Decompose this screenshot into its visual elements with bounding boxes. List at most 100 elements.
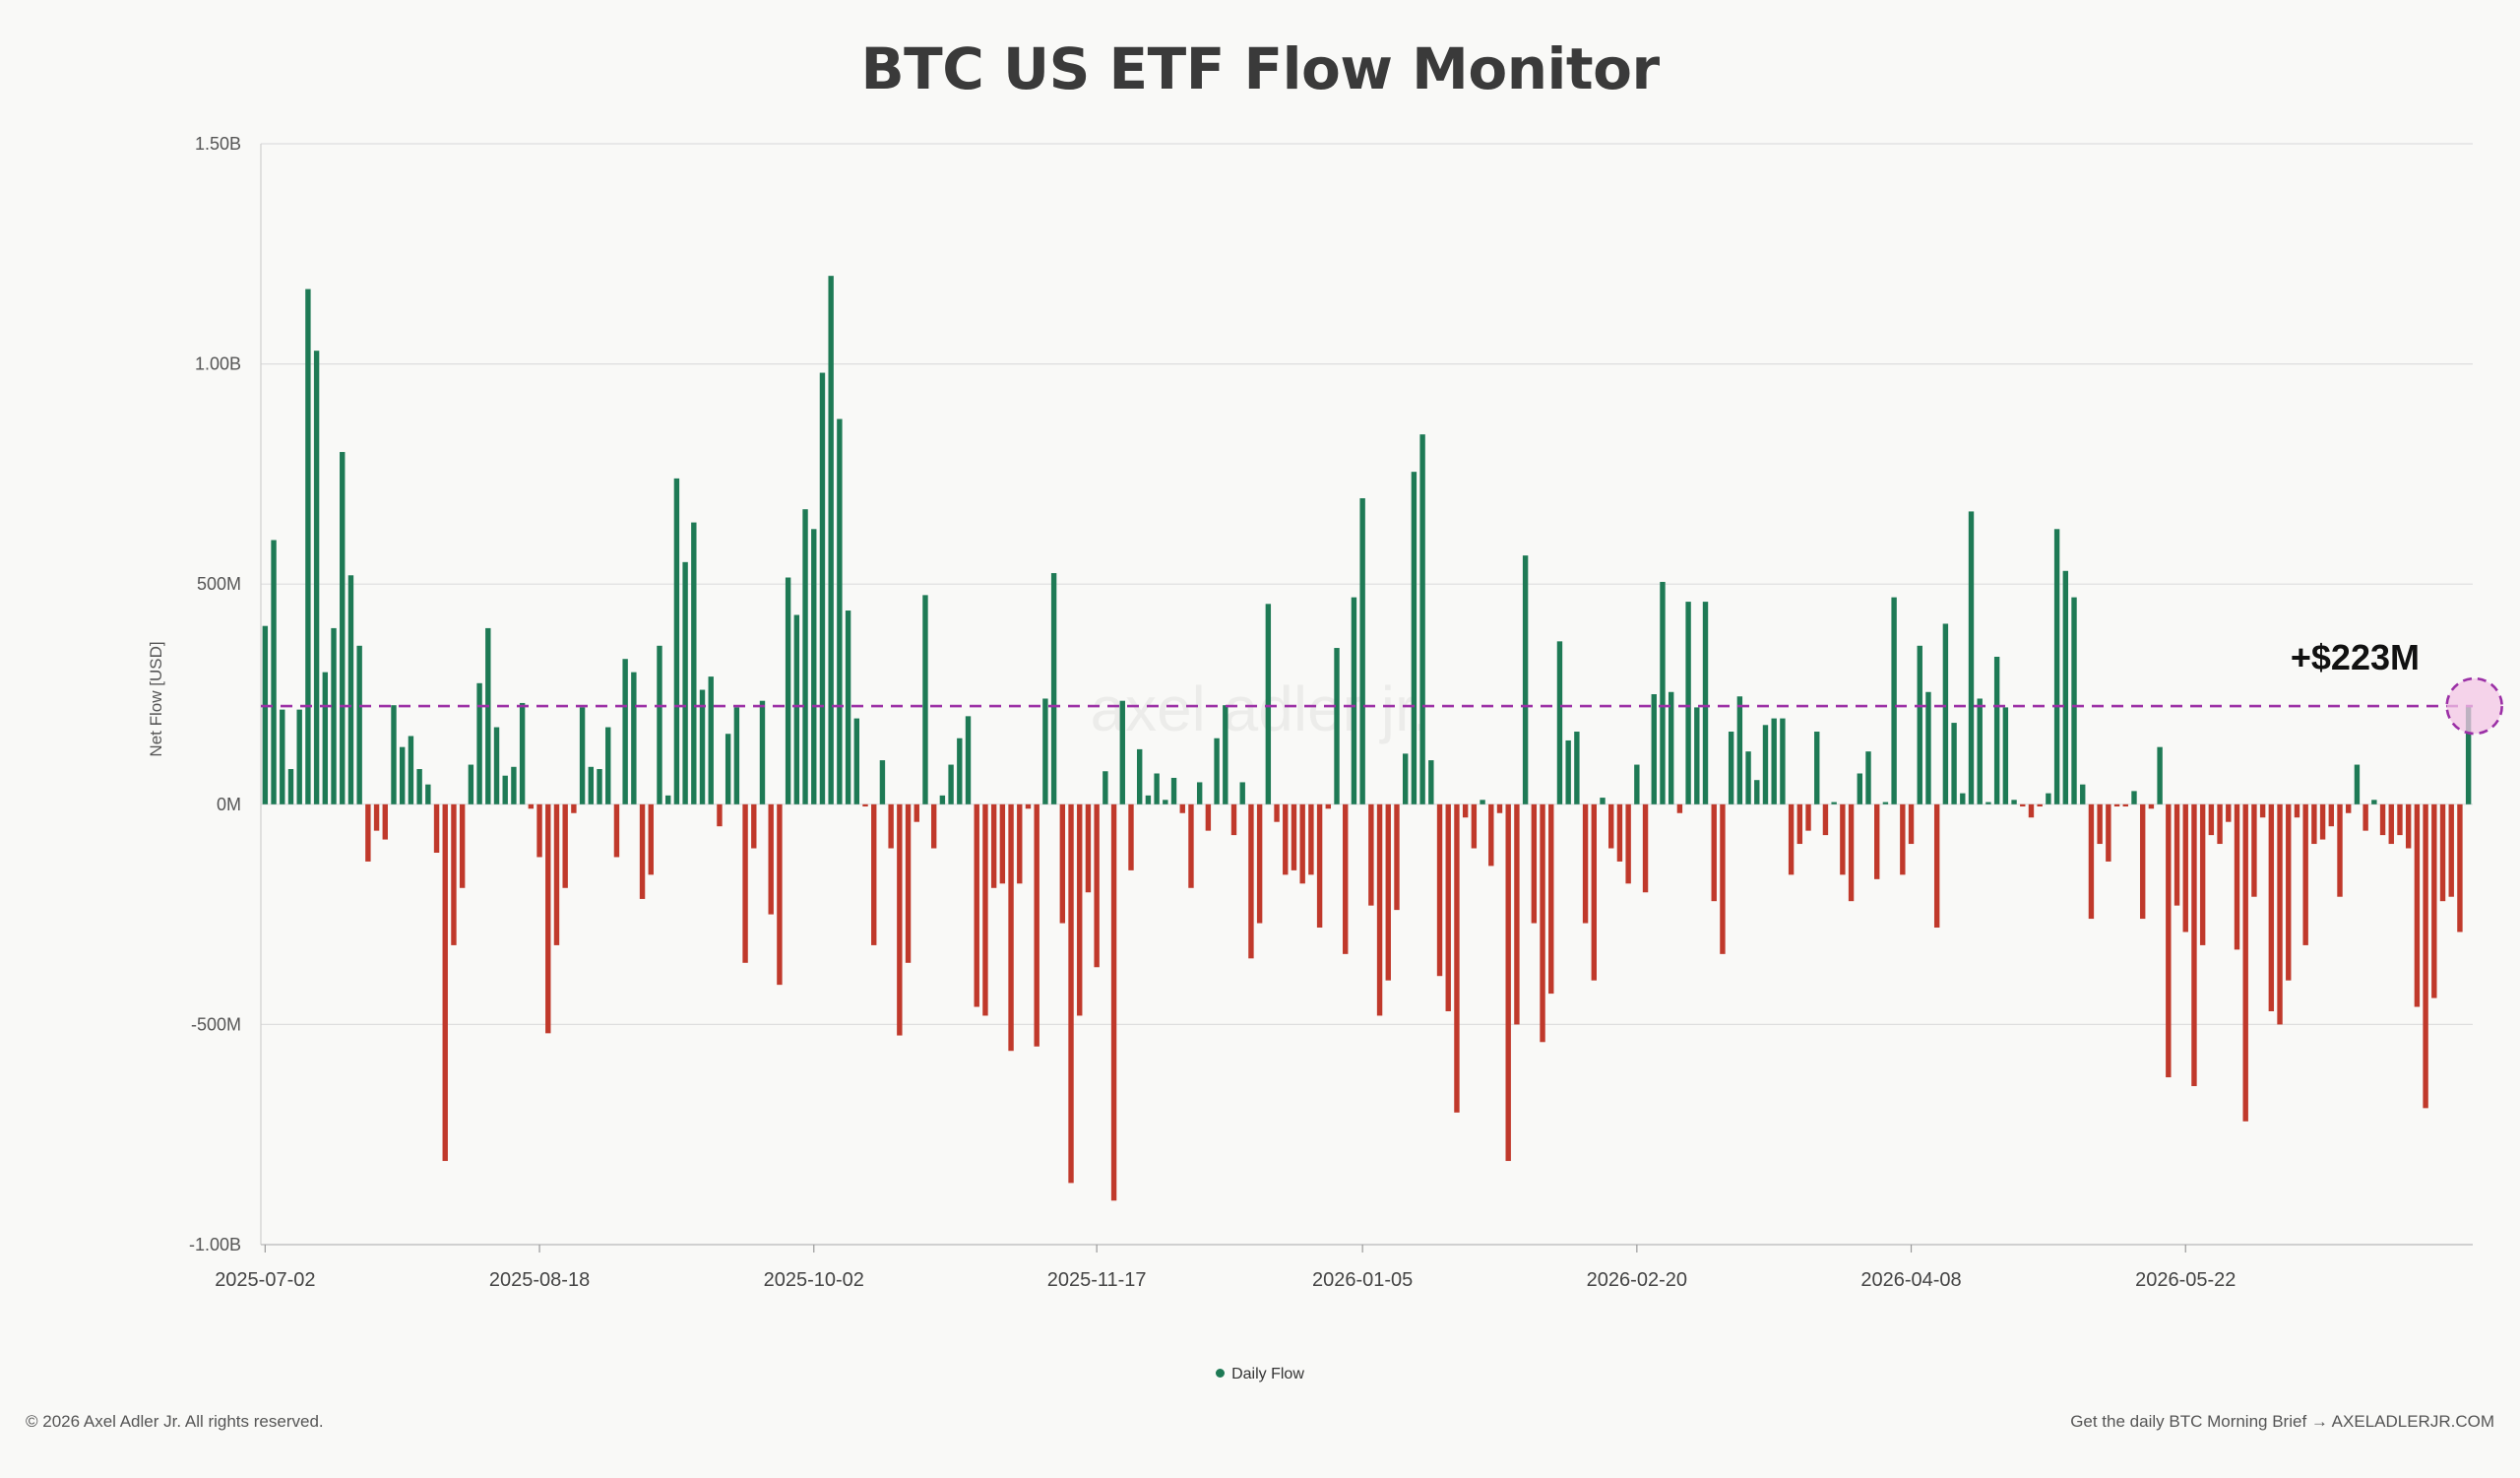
flow-bar[interactable] [1771, 718, 1777, 804]
flow-bar[interactable] [2131, 791, 2137, 804]
flow-bar[interactable] [1736, 696, 1743, 804]
flow-bar[interactable] [1325, 803, 1332, 809]
flow-bar[interactable] [1780, 718, 1786, 804]
flow-bar[interactable] [545, 803, 551, 1034]
flow-bar[interactable] [313, 351, 320, 804]
flow-bar[interactable] [433, 803, 440, 853]
flow-bar[interactable] [1574, 732, 1580, 804]
flow-bar[interactable] [2319, 803, 2326, 840]
flow-bar[interactable] [365, 803, 371, 862]
flow-bar[interactable] [1960, 793, 1966, 804]
flow-bar[interactable] [1179, 803, 1185, 813]
flow-bar[interactable] [930, 803, 937, 849]
flow-bar[interactable] [631, 672, 637, 804]
flow-bar[interactable] [1170, 777, 1177, 804]
flow-bar[interactable] [1343, 803, 1349, 954]
flow-bar[interactable] [579, 707, 586, 804]
flow-bar[interactable] [1865, 751, 1871, 804]
flow-bar[interactable] [1754, 780, 1760, 804]
flow-bar[interactable] [2046, 793, 2051, 804]
flow-bar[interactable] [1917, 645, 1922, 804]
flow-bar[interactable] [347, 575, 354, 804]
flow-bar[interactable] [2028, 803, 2035, 818]
flow-bar[interactable] [1196, 782, 1203, 804]
flow-bar[interactable] [1642, 803, 1649, 893]
flow-bar[interactable] [2208, 803, 2215, 836]
flow-bar[interactable] [2277, 803, 2283, 1025]
flow-bar[interactable] [1419, 434, 1425, 804]
flow-bar[interactable] [1540, 803, 1545, 1043]
flow-bar[interactable] [2174, 803, 2180, 906]
flow-bar[interactable] [296, 709, 302, 804]
flow-bar[interactable] [1616, 803, 1623, 862]
flow-bar[interactable] [597, 769, 602, 804]
flow-bar[interactable] [657, 645, 662, 804]
flow-bar[interactable] [322, 672, 329, 804]
flow-bar[interactable] [1651, 694, 1657, 804]
flow-bar[interactable] [1068, 803, 1074, 1184]
flow-bar[interactable] [2097, 803, 2103, 845]
flow-bar[interactable] [373, 803, 380, 831]
flow-bar[interactable] [1565, 739, 1571, 804]
flow-bar[interactable] [965, 716, 972, 804]
flow-bar[interactable] [613, 803, 620, 858]
flow-bar[interactable] [305, 289, 311, 804]
flow-bar[interactable] [673, 478, 680, 804]
flow-bar[interactable] [914, 803, 919, 822]
flow-bar[interactable] [1900, 803, 1906, 875]
flow-bar[interactable] [2106, 803, 2111, 862]
flow-bar[interactable] [2217, 803, 2223, 845]
flow-bar[interactable] [897, 803, 903, 1036]
flow-bar[interactable] [1351, 597, 1357, 804]
flow-bar[interactable] [2259, 803, 2266, 818]
flow-bar[interactable] [853, 718, 859, 804]
flow-bar[interactable] [1283, 803, 1289, 875]
flow-bar[interactable] [777, 803, 783, 986]
flow-bar[interactable] [1308, 803, 1314, 875]
flow-bar[interactable] [408, 736, 414, 804]
flow-bar[interactable] [1402, 753, 1409, 804]
flow-bar[interactable] [1702, 602, 1709, 804]
flow-bar[interactable] [957, 738, 963, 804]
flow-bar[interactable] [280, 709, 285, 804]
legend[interactable]: Daily Flow [0, 1366, 2520, 1383]
flow-bar[interactable] [553, 803, 560, 945]
flow-bar[interactable] [1445, 803, 1451, 1011]
flow-bar[interactable] [2388, 803, 2394, 845]
flow-bar[interactable] [939, 795, 946, 804]
flow-bar[interactable] [990, 803, 997, 888]
flow-bar[interactable] [1985, 802, 1991, 804]
flow-bar[interactable] [802, 509, 808, 804]
flow-bar[interactable] [468, 764, 474, 804]
flow-bar[interactable] [2199, 803, 2206, 945]
flow-bar[interactable] [708, 676, 714, 804]
flow-bar[interactable] [2062, 570, 2069, 804]
flow-bar[interactable] [1942, 623, 1949, 804]
flow-bar[interactable] [1925, 691, 1931, 804]
flow-bar[interactable] [1977, 698, 1983, 804]
flow-bar[interactable] [1334, 648, 1340, 804]
flow-bar[interactable] [562, 803, 568, 888]
flow-bar[interactable] [1025, 803, 1032, 809]
flow-bar[interactable] [699, 689, 706, 804]
flow-bar[interactable] [2002, 707, 2009, 804]
flow-bar[interactable] [502, 775, 508, 804]
flow-bar[interactable] [2226, 803, 2232, 822]
flow-bar[interactable] [1788, 803, 1795, 875]
flow-bar[interactable] [1840, 803, 1846, 875]
flow-bar[interactable] [785, 577, 791, 804]
flow-bar[interactable] [1488, 803, 1494, 867]
flow-bar[interactable] [2302, 803, 2308, 945]
flow-bar[interactable] [819, 372, 826, 804]
flow-bar[interactable] [2020, 803, 2026, 807]
flow-bar[interactable] [1085, 803, 1092, 893]
flow-bar[interactable] [1462, 803, 1469, 818]
flow-bar[interactable] [888, 803, 894, 849]
flow-bar[interactable] [2242, 803, 2248, 1122]
flow-bar[interactable] [1239, 782, 1245, 804]
flow-bar[interactable] [2234, 803, 2240, 950]
flow-bar[interactable] [382, 803, 388, 840]
flow-bar[interactable] [1154, 773, 1160, 804]
flow-bar[interactable] [1376, 803, 1383, 1016]
flow-bar[interactable] [2122, 803, 2128, 807]
